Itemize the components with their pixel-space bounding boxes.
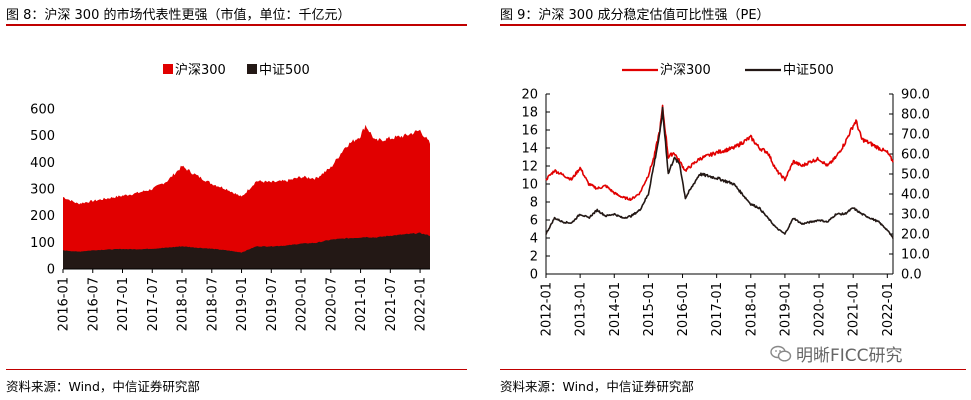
x-tick-label: 2022-01 — [881, 282, 896, 336]
x-tick-label: 2012-01 — [540, 282, 555, 336]
y2-tick-label: 0.0 — [901, 268, 922, 283]
legend-label-zz500: 中证500 — [783, 63, 834, 78]
left-area-chart: 沪深300 中证500 0 100 200 300 400 500 600 2016-01 2016… — [30, 62, 430, 331]
x-tick-label: 2018-01 — [744, 282, 759, 336]
y2-tick-label: 30.0 — [901, 208, 930, 223]
y2-tick-label: 10.0 — [901, 248, 930, 263]
x-tick-label: 2017-07 — [146, 277, 161, 331]
y-tick-label: 10 — [521, 178, 538, 193]
x-tick-label: 2016-07 — [86, 277, 101, 331]
x-tick-label: 2018-07 — [205, 277, 220, 331]
x-tick-label: 2019-01 — [778, 282, 793, 336]
right-line-chart: 沪深300 中证500 0 2 4 6 8 10 12 14 16 18 20 0.0 10.0 20.0 30… — [521, 62, 930, 336]
line-hs300 — [545, 104, 894, 201]
x-tick-label: 2019-01 — [235, 277, 250, 331]
right-title-rule — [500, 24, 966, 26]
x-tick-label: 2018-01 — [176, 277, 191, 331]
left-title-rule — [6, 24, 467, 26]
x-tick-label: 2021-01 — [354, 277, 369, 331]
y2-tick-label: 80.0 — [901, 108, 930, 123]
x-tick-label: 2019-07 — [265, 277, 280, 331]
left-chart-title: 图 8：沪深 300 的市场代表性更强（市值，单位：千亿元） — [6, 8, 351, 23]
y-tick-label: 600 — [30, 103, 55, 118]
x-tick-label: 2017-01 — [710, 282, 725, 336]
left-source: 资料来源：Wind，中信证券研究部 — [6, 379, 200, 394]
legend-swatch-hs300 — [163, 64, 173, 74]
y-tick-label: 100 — [30, 236, 55, 251]
legend-label-hs300: 沪深300 — [660, 62, 711, 78]
x-tick-label: 2014-01 — [608, 282, 623, 336]
right-source: 资料来源：Wind，中信证券研究部 — [500, 379, 694, 394]
x-tick-label: 2021-01 — [847, 282, 862, 336]
y-tick-label: 400 — [30, 156, 55, 171]
y-tick-label: 4 — [530, 232, 538, 247]
x-tick-label: 2020-01 — [295, 277, 310, 331]
x-tick-label: 2021-07 — [384, 277, 399, 331]
y-tick-label: 0 — [530, 268, 538, 283]
y-tick-label: 6 — [530, 214, 538, 229]
x-tick-label: 2020-01 — [813, 282, 828, 336]
x-tick-label: 2013-01 — [574, 282, 589, 336]
x-tick-label: 2016-01 — [57, 277, 72, 331]
line-zz500 — [545, 106, 894, 239]
y-tick-label: 16 — [521, 124, 538, 139]
legend-swatch-zz500 — [247, 64, 257, 74]
left-source-rule — [6, 369, 467, 370]
watermark-text: 明晰FICC研究 — [796, 346, 903, 366]
y2-tick-label: 70.0 — [901, 128, 930, 143]
x-tick-label: 2016-01 — [676, 282, 691, 336]
y2-tick-label: 20.0 — [901, 228, 930, 243]
area-hs300 — [63, 124, 430, 269]
y-tick-label: 20 — [521, 88, 538, 103]
x-tick-label: 2017-01 — [116, 277, 131, 331]
y-tick-label: 2 — [530, 250, 538, 265]
area-zz500 — [63, 232, 430, 269]
y-tick-label: 0 — [47, 263, 55, 278]
x-tick-label: 2022-01 — [414, 277, 429, 331]
x-tick-label: 2015-01 — [642, 282, 657, 336]
right-source-rule — [500, 369, 966, 370]
wechat-icon — [770, 345, 792, 362]
y2-tick-label: 60.0 — [901, 148, 930, 163]
legend-label-hs300: 沪深300 — [175, 62, 226, 78]
y-tick-label: 8 — [530, 196, 538, 211]
y2-tick-label: 50.0 — [901, 168, 930, 183]
y2-tick-label: 90.0 — [901, 88, 930, 103]
y-tick-label: 14 — [521, 142, 538, 157]
y-tick-label: 12 — [521, 160, 538, 175]
y-tick-label: 200 — [30, 209, 55, 224]
y2-tick-label: 40.0 — [901, 188, 930, 203]
y-tick-label: 500 — [30, 129, 55, 144]
watermark: 明晰FICC研究 — [770, 341, 903, 366]
right-chart-title: 图 9：沪深 300 成分稳定估值可比性强（PE） — [500, 8, 770, 23]
y-tick-label: 300 — [30, 183, 55, 198]
y-tick-label: 18 — [521, 106, 538, 121]
legend-label-zz500: 中证500 — [259, 63, 310, 78]
x-tick-label: 2020-07 — [324, 277, 339, 331]
